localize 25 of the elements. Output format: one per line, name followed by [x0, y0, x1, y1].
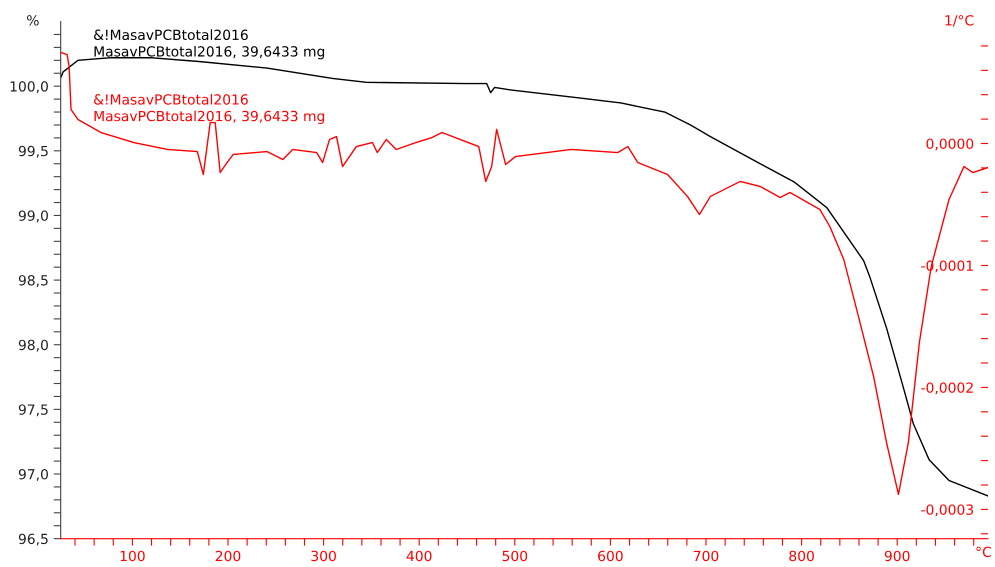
- y-tick-label: 99,0: [18, 210, 48, 222]
- y-tick-label: 96,5: [18, 534, 48, 546]
- series-label: &!MasavPCBtotal2016 MasavPCBtotal2016, 39,6433 mg: [94, 94, 324, 124]
- x-tick-label: 600: [598, 550, 623, 562]
- y-tick-label: 98,0: [18, 340, 48, 352]
- x-tick-label: 400: [406, 550, 432, 562]
- y2-axis-title: 1/°C: [945, 15, 974, 27]
- x-tick-label: 300: [311, 550, 336, 562]
- y2-tick-label: -0,0002: [921, 382, 973, 394]
- x-tick-label: 500: [502, 550, 528, 562]
- x-tick-label: 800: [789, 550, 814, 562]
- x-tick-label: 200: [216, 550, 240, 562]
- y-tick-label: 100,0: [10, 81, 48, 94]
- y-tick-label: 97,5: [18, 404, 48, 416]
- x-tick-label: 100: [120, 550, 145, 562]
- x-axis-title: °C: [976, 546, 991, 558]
- x-tick-label: 900: [884, 550, 910, 562]
- y-tick-label: 97,0: [18, 468, 48, 481]
- y-tick-label: 98,5: [18, 275, 48, 287]
- x-tick-label: 700: [694, 550, 718, 562]
- y-tick-label: 99,5: [18, 146, 48, 158]
- y-axis-title: %: [27, 15, 39, 26]
- y2-tick-label: 0,0000: [926, 138, 974, 150]
- y2-tick-label: -0,0003: [921, 504, 974, 516]
- series-label: &!MasavPCBtotal2016 MasavPCBtotal2016, 39,6433 mg: [94, 29, 324, 60]
